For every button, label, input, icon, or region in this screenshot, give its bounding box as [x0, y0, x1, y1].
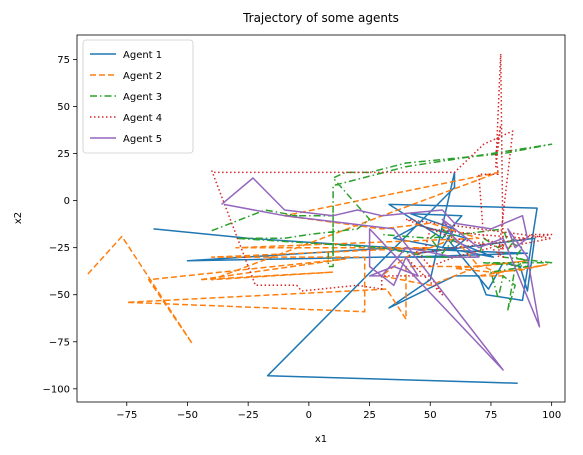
y-axis: −100 −75 −50 −25 0 25 50 75 — [43, 55, 77, 395]
series-line-agent-2 — [87, 171, 548, 345]
y-tick-label: −50 — [49, 290, 70, 301]
x-tick-label: −25 — [238, 410, 259, 421]
x-tick-label: 100 — [542, 410, 561, 421]
legend: Agent 1 Agent 2 Agent 3 Agent 4 Agent 5 — [82, 39, 194, 154]
y-axis-label: x2 — [13, 212, 24, 224]
x-axis: −75 −50 −25 0 25 50 75 100 — [116, 402, 561, 421]
series-line-agent-4 — [210, 53, 553, 296]
plot-frame — [76, 34, 566, 403]
x-tick-label: 0 — [306, 410, 312, 421]
legend-box — [82, 39, 194, 154]
legend-label-agent-2: Agent 2 — [123, 71, 162, 82]
y-tick-label: −75 — [49, 337, 70, 348]
y-tick-label: 50 — [57, 102, 70, 113]
series-layer — [87, 53, 553, 384]
y-tick-label: 0 — [64, 196, 70, 207]
series-line-agent-5 — [221, 177, 541, 371]
x-tick-label: 50 — [424, 410, 437, 421]
legend-label-agent-5: Agent 5 — [123, 134, 162, 145]
y-tick-label: −25 — [49, 243, 70, 254]
x-tick-label: 25 — [363, 410, 376, 421]
y-tick-label: 25 — [57, 149, 70, 160]
x-tick-label: 75 — [485, 410, 498, 421]
y-tick-label: −100 — [43, 384, 70, 395]
x-tick-label: −75 — [116, 410, 137, 421]
legend-label-agent-1: Agent 1 — [123, 50, 162, 61]
x-tick-label: −50 — [177, 410, 198, 421]
legend-label-agent-3: Agent 3 — [123, 92, 162, 103]
x-axis-label: x1 — [315, 434, 327, 445]
y-tick-label: 75 — [57, 55, 70, 66]
series-line-agent-3 — [211, 143, 553, 311]
legend-label-agent-4: Agent 4 — [123, 113, 162, 124]
chart-title: Trajectory of some agents — [242, 11, 399, 25]
